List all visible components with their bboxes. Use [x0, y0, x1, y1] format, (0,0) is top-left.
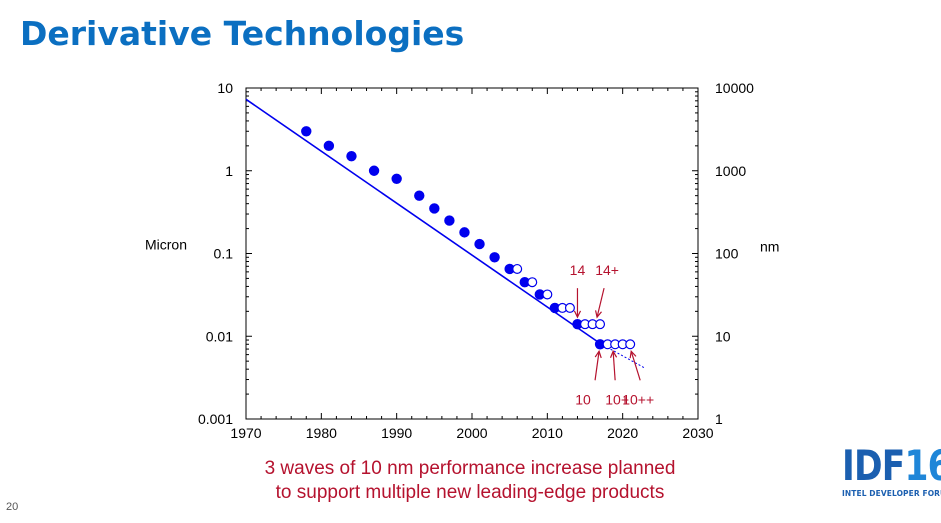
x-tick-label: 1980 [306, 425, 337, 441]
y-right-tick-label: 1 [715, 411, 723, 427]
y-left-tick-label: 10 [217, 80, 233, 96]
annotation-label: 10+ [605, 391, 629, 407]
filled-data-point [391, 173, 402, 184]
logo-wordmark: IDF16 [842, 445, 941, 487]
page-number: 20 [6, 501, 19, 513]
slide-subtitle: 3 waves of 10 nm performance increase pl… [230, 457, 710, 505]
filled-data-point [429, 203, 440, 214]
annotation-label: 14 [570, 262, 586, 278]
x-tick-label: 2020 [607, 425, 638, 441]
open-data-point [595, 319, 606, 330]
y-right-tick-label: 1000 [715, 163, 746, 179]
annotation-label: 14+ [595, 262, 619, 278]
annotation-arrowhead [609, 349, 618, 358]
y-left-tick-label: 1 [225, 163, 233, 179]
annotation-arrow [630, 351, 641, 381]
annotation-arrowhead [594, 310, 602, 319]
annotation-arrow [594, 351, 600, 381]
annotation-label: 10++ [622, 391, 654, 407]
x-tick-label: 2010 [532, 425, 563, 441]
filled-data-point [474, 238, 485, 250]
open-data-point [542, 289, 553, 300]
filled-data-point [368, 165, 380, 176]
x-tick-label: 2000 [456, 425, 487, 441]
annotation-arrow [596, 288, 605, 318]
y-right-tick-label: 10 [715, 328, 731, 344]
subtitle-line-2: to support multiple new leading-edge pro… [275, 482, 665, 503]
logo-tagline: INTEL DEVELOPER FORUM [842, 489, 941, 498]
y-left-tick-label: 0.001 [198, 411, 233, 427]
slide-title: Derivative Technologies [20, 14, 465, 53]
y-left-tick-label: 0.1 [214, 246, 234, 262]
y-left-tick-label: 0.01 [206, 328, 233, 344]
annotation-arrowhead [629, 349, 637, 359]
filled-data-point [414, 190, 425, 201]
y-left-axis-label: Micron [145, 237, 187, 253]
open-data-point [527, 277, 538, 288]
axis-labels: 1970 1980 1990 2000 2010 2020 2030 10 1 0.1 0.01 0.… [145, 80, 779, 441]
filled-data-point [323, 140, 335, 152]
data-points [301, 126, 636, 350]
x-tick-label: 2030 [682, 425, 713, 441]
annotation-arrowhead [573, 310, 582, 319]
x-tick-label: 1990 [381, 425, 412, 441]
x-tick-label: 1970 [230, 425, 261, 441]
chart-axes [245, 87, 699, 420]
annotations: 14 14+ 10 10+10++ [570, 262, 654, 407]
annotation-arrowhead [594, 349, 602, 359]
subtitle-line-1: 3 waves of 10 nm performance increase pl… [264, 458, 676, 479]
filled-data-point [301, 126, 312, 137]
annotation-arrow [612, 351, 616, 381]
y-right-axis-label: nm [760, 239, 779, 255]
annotation-label: 10 [575, 391, 591, 407]
logo-main-text: IDF [842, 441, 905, 490]
y-right-tick-label: 10000 [715, 80, 754, 96]
idf-logo: IDF16 INTEL DEVELOPER FORUM [842, 445, 941, 507]
y-right-tick-label: 100 [715, 246, 739, 262]
filled-data-point [444, 215, 455, 226]
open-data-point [564, 302, 575, 313]
open-data-point [512, 263, 523, 274]
logo-year: 16 [904, 441, 941, 490]
trend-line [245, 98, 601, 345]
filled-data-point [489, 252, 500, 263]
open-data-point [625, 339, 636, 350]
plot-frame [245, 87, 699, 420]
filled-data-point [459, 227, 470, 238]
filled-data-point [346, 150, 357, 162]
